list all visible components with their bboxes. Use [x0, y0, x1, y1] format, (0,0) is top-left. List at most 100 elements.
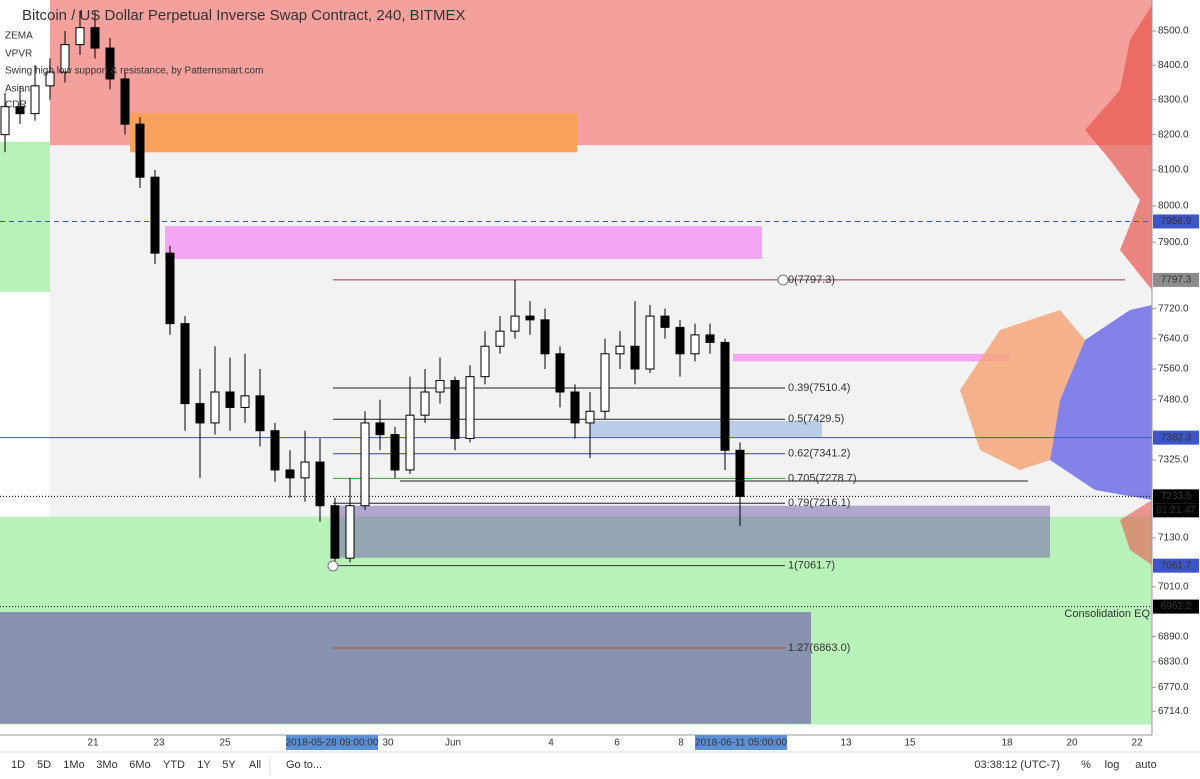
candle-body	[435, 379, 445, 393]
candle-body	[675, 326, 685, 355]
y-tick-label: 7900.0	[1158, 237, 1189, 248]
candle-body	[615, 345, 625, 355]
candle-body	[225, 391, 235, 408]
zone	[733, 353, 1010, 362]
candle-body	[195, 403, 205, 424]
x-tick-label: 21	[87, 738, 99, 749]
clock: 03:38:12 (UTC-7)	[974, 759, 1060, 771]
time-axis	[0, 735, 1200, 752]
price-tag-label: 6962.2	[1161, 601, 1192, 612]
candle-body	[645, 315, 655, 370]
candle-body	[0, 106, 10, 136]
candle-body	[165, 252, 175, 325]
profile-blue	[1050, 305, 1152, 500]
candle-body	[690, 334, 700, 355]
candle-body	[660, 315, 670, 328]
candle-body	[585, 410, 595, 424]
y-tick-label: 7480.0	[1158, 394, 1189, 405]
price-tag-label: 7797.3	[1161, 275, 1192, 286]
x-tick-label: 6	[614, 738, 620, 749]
log-toggle[interactable]: log	[1105, 759, 1120, 771]
price-tag-label: 7233.5	[1161, 491, 1192, 502]
candle-body	[525, 315, 535, 321]
candle-body	[270, 430, 280, 471]
range-button[interactable]: All	[249, 759, 261, 771]
cursor-tag	[695, 735, 787, 750]
candle-body	[390, 434, 400, 471]
profile-orange	[960, 310, 1085, 470]
price-tag	[1153, 430, 1199, 445]
range-button[interactable]: 1Y	[197, 759, 211, 771]
goto-button[interactable]: Go to...	[286, 759, 322, 771]
y-tick-label: 8200.0	[1158, 129, 1189, 140]
fib-label: 0.39(7510.4)	[788, 382, 850, 394]
y-tick-label: 8000.0	[1158, 201, 1189, 212]
candle-body	[465, 376, 475, 440]
candle-body	[480, 345, 490, 378]
candle-body	[630, 345, 640, 370]
range-button[interactable]: 1Mo	[63, 759, 84, 771]
range-button[interactable]: 1D	[11, 759, 25, 771]
zone	[0, 612, 811, 724]
range-button[interactable]: 5Y	[222, 759, 236, 771]
candle-body	[555, 353, 565, 393]
indicator-name[interactable]: CDR	[5, 100, 27, 111]
candle-body	[375, 422, 385, 436]
cursor-label: 2018-06-11 05:00:00	[695, 738, 788, 749]
candle-body	[570, 391, 580, 424]
indicator-name[interactable]: Asian	[5, 84, 30, 95]
indicator-name[interactable]: Swing high low support & resistance, by …	[5, 66, 263, 77]
auto-toggle[interactable]: auto	[1135, 759, 1156, 771]
y-tick-label: 8100.0	[1158, 165, 1189, 176]
candle-body	[450, 379, 460, 440]
candle-body	[60, 44, 70, 73]
y-tick-label: 7130.0	[1158, 533, 1189, 544]
x-tick-label: 22	[1131, 738, 1143, 749]
candle-body	[240, 395, 250, 408]
x-tick-label: 15	[904, 738, 916, 749]
zone	[130, 112, 577, 153]
price-tag	[1153, 214, 1199, 229]
candle-body	[540, 319, 550, 355]
price-tag	[1153, 272, 1199, 287]
zone	[165, 226, 762, 259]
indicator-name[interactable]: VPVR	[5, 49, 32, 60]
fib-label: 0.62(7341.2)	[788, 448, 850, 460]
y-tick-label: 8400.0	[1158, 60, 1189, 71]
candle-body	[90, 27, 100, 49]
fib-label: 0.705(7278.7)	[788, 472, 857, 484]
candle-body	[255, 395, 265, 432]
profile-red	[1085, 5, 1152, 290]
fib-label: 0.5(7429.5)	[788, 413, 844, 425]
fib-anchor[interactable]	[777, 274, 789, 286]
candle-body	[705, 334, 715, 343]
candle-body	[300, 461, 310, 479]
indicator-name[interactable]: ZEMA	[5, 31, 33, 42]
y-tick-label: 7640.0	[1158, 333, 1189, 344]
percent-toggle[interactable]: %	[1081, 759, 1091, 771]
candle-body	[210, 391, 220, 424]
zone	[0, 141, 50, 292]
price-tag-label: 7061.7	[1161, 560, 1192, 571]
candle-body	[405, 414, 415, 471]
y-tick-label: 7720.0	[1158, 303, 1189, 314]
range-button[interactable]: YTD	[163, 759, 185, 771]
candle-body	[495, 330, 505, 347]
fib-anchor[interactable]	[327, 560, 339, 572]
x-tick-label: 25	[219, 738, 231, 749]
y-tick-label: 6890.0	[1158, 631, 1189, 642]
countdown: 01:21:47	[1157, 505, 1196, 516]
candle-body	[360, 422, 370, 507]
candle-body	[120, 78, 130, 125]
zone	[340, 505, 1050, 558]
cursor-tag	[286, 735, 378, 750]
range-button[interactable]: 3Mo	[96, 759, 117, 771]
range-button[interactable]: 5D	[37, 759, 51, 771]
volume-profile	[960, 5, 1152, 565]
price-tag-label: 7382.3	[1161, 432, 1192, 443]
candle-body	[105, 47, 115, 80]
y-tick-label: 6714.0	[1158, 706, 1189, 717]
candle-body	[420, 391, 430, 416]
candle-body	[180, 323, 190, 405]
range-button[interactable]: 6Mo	[129, 759, 150, 771]
